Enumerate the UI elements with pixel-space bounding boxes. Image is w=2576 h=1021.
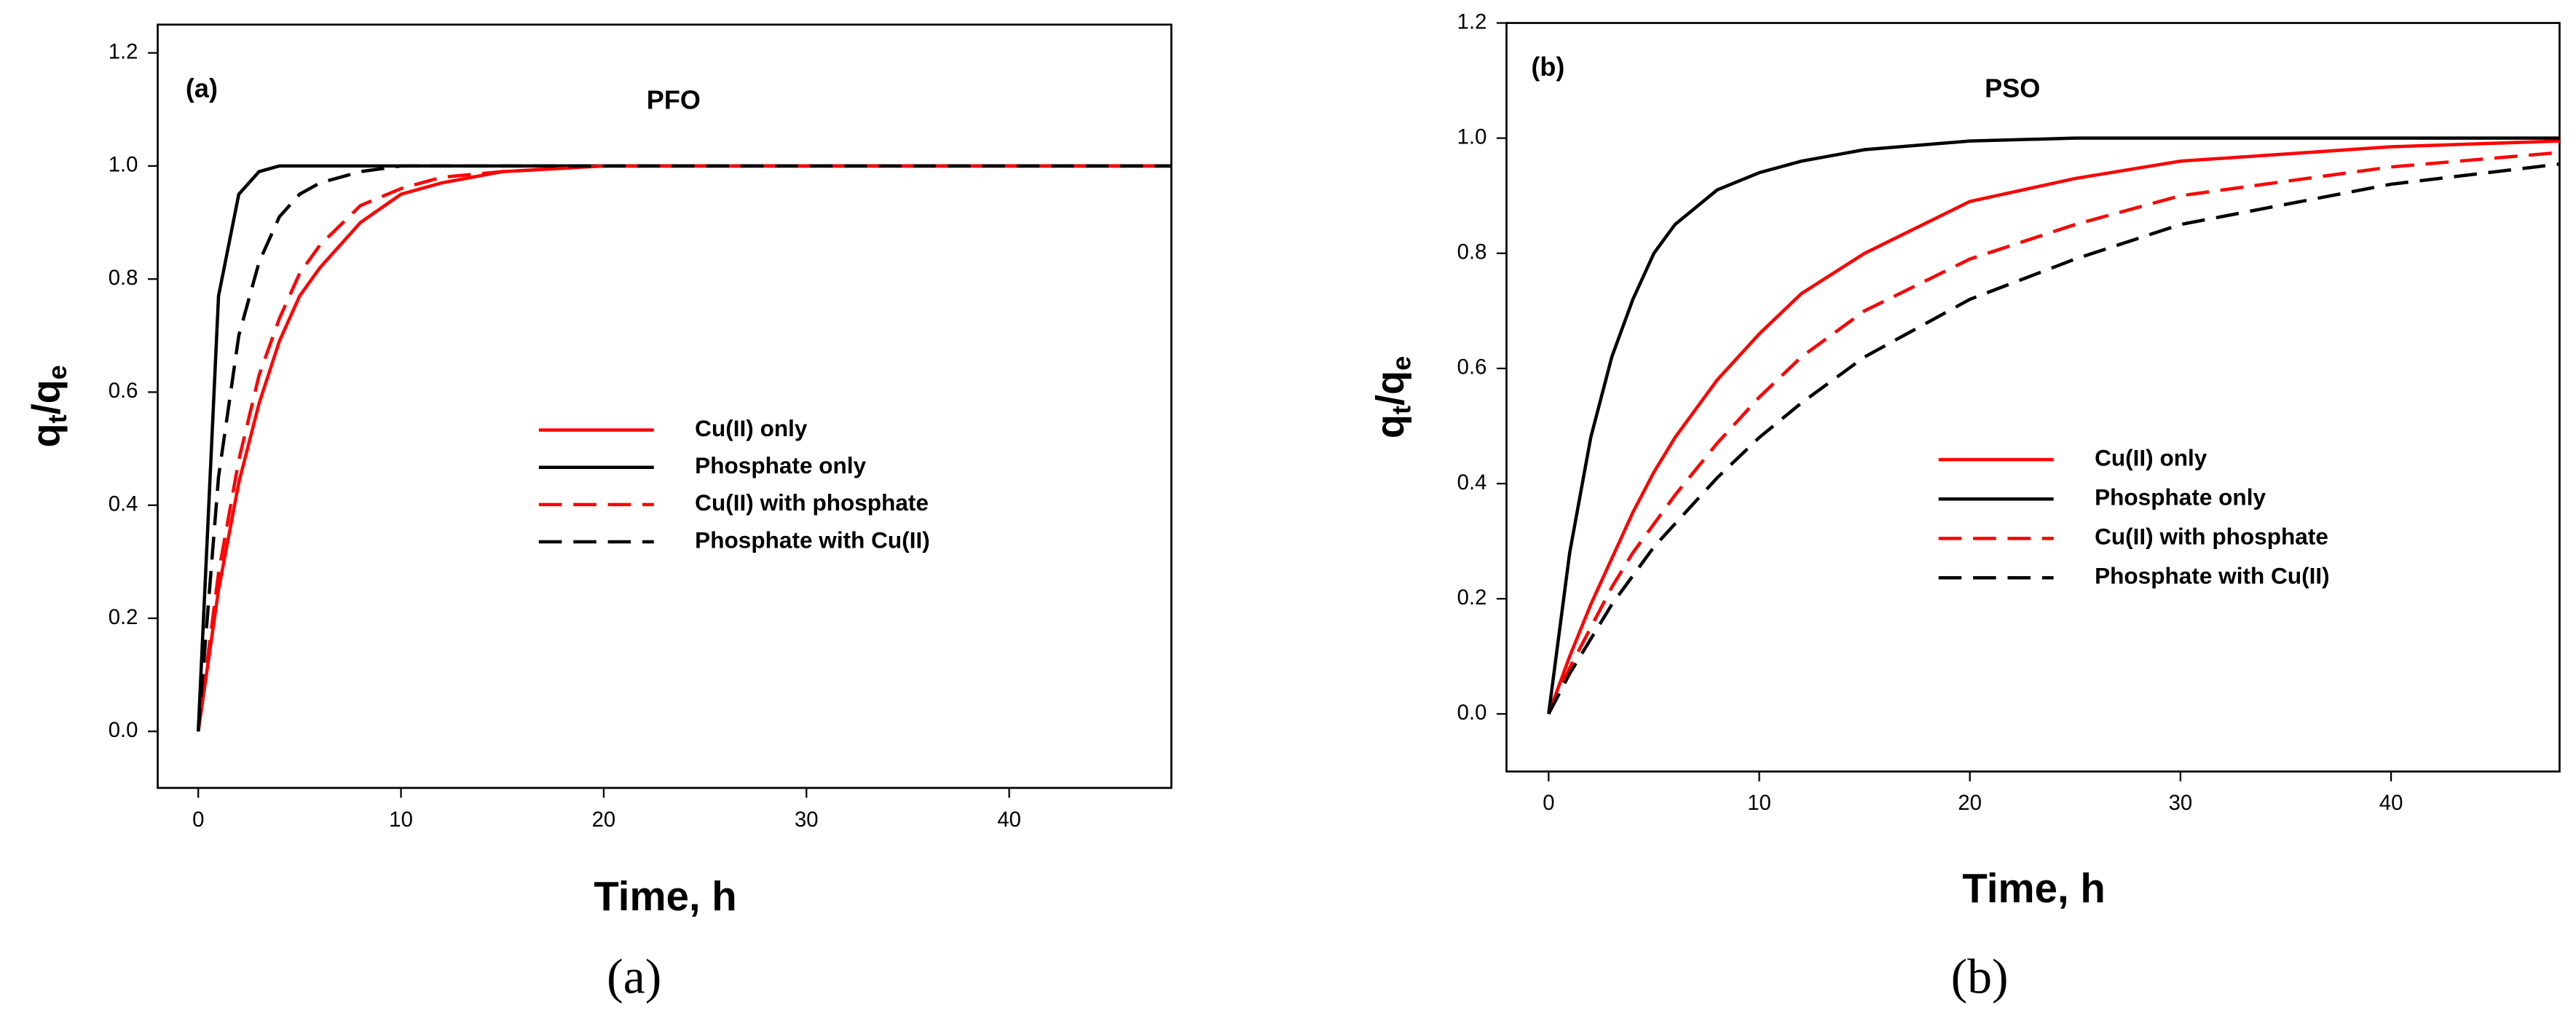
series-line <box>196 164 1172 732</box>
panel-caption: (b) <box>1951 949 2009 1004</box>
x-tick-label: 10 <box>389 808 413 832</box>
y-axis-label: qt/qe <box>1368 356 1416 438</box>
legend-label: Phosphate with Cu(II) <box>2095 563 2330 589</box>
y-tick-label: 0.0 <box>1457 701 1487 725</box>
y-tick-label: 0.8 <box>109 266 138 290</box>
y-tick-label: 1.2 <box>1457 9 1487 33</box>
plot-frame <box>1505 22 2561 773</box>
y-axis-label-part: t <box>42 414 72 423</box>
chart-title: PFO <box>647 84 701 114</box>
y-axis-label-part: e <box>1386 356 1416 371</box>
series-line <box>1547 162 2560 715</box>
y-tick-label: 0.4 <box>1457 470 1487 494</box>
chart-panel: 0.0 0.2 0.4 0.6 0.8 1.0 1.2 0 10 20 30 40 Cu(II) onl… <box>25 23 1173 1004</box>
y-axis-label-part: q <box>25 423 68 447</box>
x-tick-label: 20 <box>592 808 616 832</box>
legend-label: Cu(II) only <box>2095 444 2207 470</box>
y-axis-label-part: q <box>1368 414 1412 438</box>
plot-frame <box>157 23 1173 789</box>
y-axis-label-part: /q <box>1368 371 1412 406</box>
legend-label: Phosphate with Cu(II) <box>695 527 930 553</box>
x-tick-label: 30 <box>795 808 819 832</box>
y-tick-label: 1.0 <box>1457 125 1487 149</box>
series-line <box>1547 139 2560 715</box>
series-line <box>196 164 1172 732</box>
y-tick-label: 0.6 <box>109 379 138 403</box>
x-tick-label: 0 <box>1543 791 1554 815</box>
legend-label: Phosphate only <box>2095 484 2266 510</box>
y-axis-label: qt/qe <box>25 365 72 447</box>
x-tick-label: 0 <box>192 808 204 832</box>
x-tick-label: 40 <box>2379 791 2403 815</box>
panel-caption: (a) <box>607 949 661 1004</box>
series-line <box>1547 136 2560 714</box>
chart-panel: 0.0 0.2 0.4 0.6 0.8 1.0 1.2 0 10 20 30 40 Cu(II) onl… <box>1368 9 2561 1004</box>
y-tick-label: 1.2 <box>109 39 138 63</box>
chart-title: PSO <box>1985 74 2040 103</box>
x-tick-label: 20 <box>1958 791 1982 815</box>
panel-label: (b) <box>1531 52 1564 82</box>
y-axis-label-part: e <box>42 365 72 379</box>
y-tick-label: 0.4 <box>109 492 138 516</box>
x-tick-label: 30 <box>2169 791 2193 815</box>
y-tick-label: 0.8 <box>1457 240 1487 264</box>
y-tick-label: 0.2 <box>1457 586 1487 610</box>
legend-label: Cu(II) only <box>695 415 808 441</box>
legend-label: Cu(II) with phosphate <box>2095 524 2328 550</box>
series-line <box>196 164 1172 732</box>
y-tick-label: 0.2 <box>109 605 138 629</box>
y-axis-label-part: t <box>1386 406 1416 414</box>
x-axis-label: Time, h <box>594 873 736 919</box>
y-tick-label: 0.6 <box>1457 355 1487 379</box>
x-tick-label: 40 <box>997 808 1021 832</box>
y-tick-label: 1.0 <box>109 153 138 177</box>
x-tick-label: 10 <box>1747 791 1771 815</box>
y-tick-label: 0.0 <box>109 718 138 742</box>
legend-label: Cu(II) with phosphate <box>695 489 929 516</box>
series-line <box>1547 151 2560 715</box>
y-axis-label-part: /q <box>25 379 68 414</box>
legend-label: Phosphate only <box>695 452 866 478</box>
panel-label: (a) <box>186 74 218 103</box>
x-axis-label: Time, h <box>1962 865 2105 911</box>
series-line <box>196 164 1172 732</box>
